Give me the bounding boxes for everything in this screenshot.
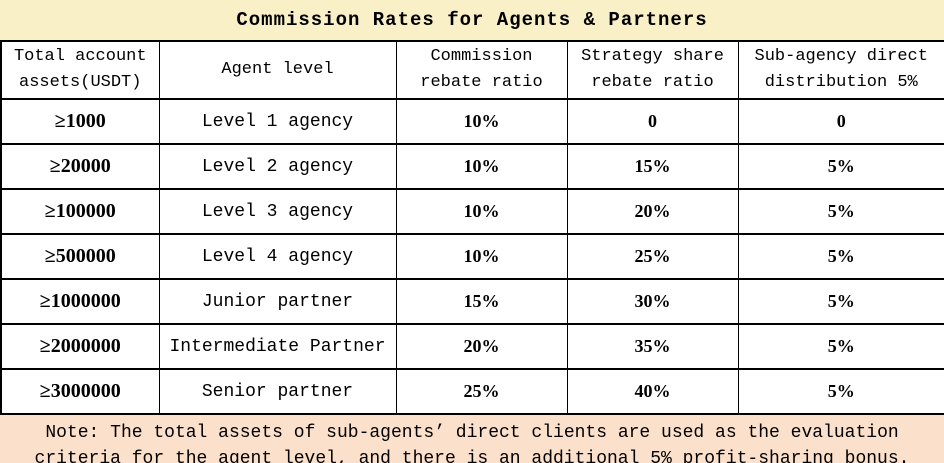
level-cell: Intermediate Partner [158,323,397,370]
commission-cell: 20% [395,323,568,370]
strategy-cell: 0 [566,98,739,145]
assets-cell: ≥2000000 [0,323,160,370]
subagency-cell: 5% [737,368,944,415]
note-text: Note: The total assets of sub-agents’ di… [0,415,944,463]
assets-cell: ≥3000000 [0,368,160,415]
header-line: Sub-agency direct [754,47,928,66]
assets-cell: ≥100000 [0,188,160,235]
strategy-cell: 35% [566,323,739,370]
table-row: ≥3000000 Senior partner 25% 40% 5% [0,368,944,415]
note-line-1: Note: The total assets of sub-agents’ di… [45,423,899,443]
assets-cell: ≥500000 [0,233,160,280]
strategy-cell: 30% [566,278,739,325]
subagency-cell: 5% [737,278,944,325]
header-line: assets(USDT) [19,73,142,92]
level-cell: Level 1 agency [158,98,397,145]
commission-cell: 15% [395,278,568,325]
subagency-cell: 5% [737,323,944,370]
commission-cell: 10% [395,188,568,235]
table-row: ≥20000 Level 2 agency 10% 15% 5% [0,143,944,190]
level-cell: Level 3 agency [158,188,397,235]
header-line: rebate ratio [591,73,714,92]
assets-cell: ≥1000000 [0,278,160,325]
table-row: ≥1000000 Junior partner 15% 30% 5% [0,278,944,325]
level-cell: Level 4 agency [158,233,397,280]
header-line: Total account [13,47,147,66]
header-assets: Total account assets(USDT) [0,40,160,100]
level-cell: Level 2 agency [158,143,397,190]
header-line: Agent level [221,60,334,79]
subagency-cell: 5% [737,233,944,280]
table-header-row: Total account assets(USDT) Agent level C… [0,40,944,100]
commission-cell: 25% [395,368,568,415]
header-line: Commission [430,47,533,66]
note-line-2: criteria for the agent level, and there … [34,449,910,463]
subagency-cell: 5% [737,143,944,190]
subagency-cell: 0 [737,98,944,145]
header-level: Agent level [158,40,397,100]
strategy-cell: 15% [566,143,739,190]
header-line: Strategy share [581,47,724,66]
strategy-cell: 25% [566,233,739,280]
level-cell: Junior partner [158,278,397,325]
subagency-cell: 5% [737,188,944,235]
table-row: ≥1000 Level 1 agency 10% 0 0 [0,98,944,145]
header-line: rebate ratio [420,73,543,92]
commission-cell: 10% [395,233,568,280]
commission-table: Total account assets(USDT) Agent level C… [0,40,944,415]
strategy-cell: 40% [566,368,739,415]
level-cell: Senior partner [158,368,397,415]
page-title: Commission Rates for Agents & Partners [0,0,944,40]
header-line: distribution 5% [764,73,918,92]
assets-cell: ≥1000 [0,98,160,145]
header-strategy: Strategy share rebate ratio [566,40,739,100]
table-row: ≥2000000 Intermediate Partner 20% 35% 5% [0,323,944,370]
commission-cell: 10% [395,143,568,190]
header-commission: Commission rebate ratio [395,40,568,100]
assets-cell: ≥20000 [0,143,160,190]
header-subagency: Sub-agency direct distribution 5% [737,40,944,100]
table-row: ≥500000 Level 4 agency 10% 25% 5% [0,233,944,280]
commission-cell: 10% [395,98,568,145]
strategy-cell: 20% [566,188,739,235]
table-row: ≥100000 Level 3 agency 10% 20% 5% [0,188,944,235]
